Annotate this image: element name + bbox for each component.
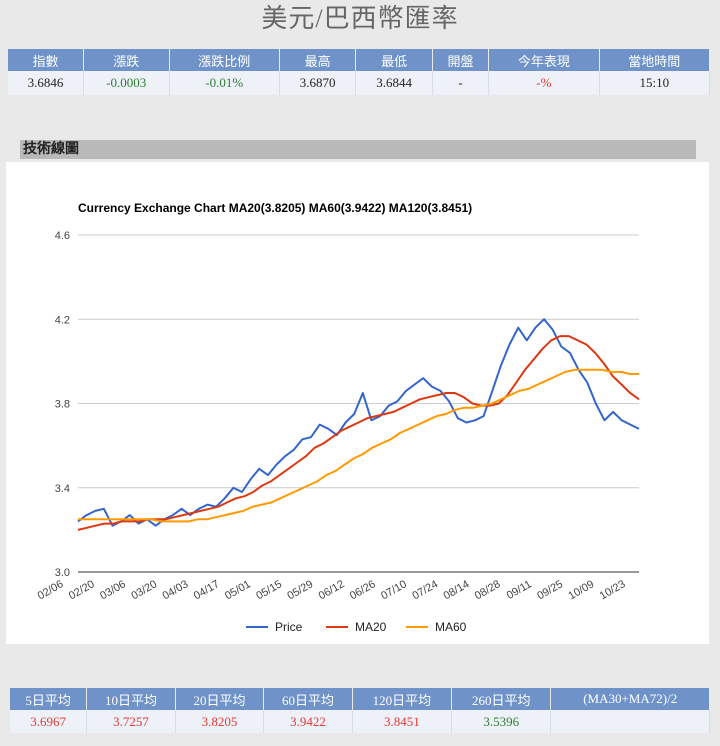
x-tick-label: 08/14: [442, 578, 472, 602]
quote-header: 最低: [355, 49, 433, 71]
ma-header: 10日平均: [86, 688, 176, 710]
quote-ytd-value: -%: [488, 71, 600, 95]
x-tick-label: 07/10: [379, 578, 409, 602]
ma260-value: 3.5396: [451, 710, 552, 733]
series-line-ma20: [77, 335, 640, 531]
x-tick-label: 09/11: [505, 578, 534, 602]
section-title: 技術線圖: [20, 140, 696, 159]
quote-header: 今年表現: [488, 49, 600, 71]
quote-change-pct-value: -0.01%: [169, 71, 280, 95]
x-tick-label: 04/17: [192, 578, 222, 602]
page-title: 美元/巴西幣匯率: [261, 4, 459, 33]
y-tick-label: 3.4: [55, 483, 70, 495]
x-tick-label: 02/06: [36, 578, 66, 602]
x-tick-label: 05/29: [285, 578, 315, 602]
quote-high-value: 3.6870: [279, 71, 357, 95]
quote-header: 漲跌: [83, 49, 170, 71]
ma-header-row: 5日平均 10日平均 20日平均 60日平均 120日平均 260日平均 (MA…: [10, 688, 710, 710]
chart-series-lines: [77, 318, 640, 531]
quote-header: 當地時間: [599, 49, 711, 71]
chart-y-ticks: 4.6 4.2 3.8 3.4 3.0: [55, 230, 70, 579]
moving-average-table: 5日平均 10日平均 20日平均 60日平均 120日平均 260日平均 (MA…: [10, 688, 710, 733]
quote-header: 漲跌比例: [169, 49, 280, 71]
ma120-value: 3.8451: [352, 710, 453, 733]
series-line-ma60: [78, 368, 639, 523]
x-tick-label: 07/24: [410, 578, 440, 602]
x-tick-label: 08/28: [473, 578, 503, 602]
quote-header-row: 指數 漲跌 漲跌比例 最高 最低 開盤 今年表現 當地時間: [8, 49, 711, 71]
ma30-ma72-value: [550, 710, 710, 733]
quote-open-value: -: [432, 71, 490, 95]
quote-value-row: 3.6846 -0.0003 -0.01% 3.6870 3.6844 - -%…: [8, 71, 711, 95]
ma-header: 60日平均: [263, 688, 353, 710]
x-tick-label: 02/20: [67, 578, 97, 602]
chart-title: Currency Exchange Chart MA20(3.8205) MA6…: [78, 201, 472, 215]
quote-header: 開盤: [432, 49, 490, 71]
x-tick-label: 10/23: [598, 578, 628, 602]
ma-header: 20日平均: [175, 688, 265, 710]
x-tick-label: 03/20: [129, 578, 159, 602]
chart-x-ticks: 02/06 02/20 03/06 03/20 04/03 04/17 05/01 05/15…: [36, 578, 628, 602]
x-tick-label: 10/09: [566, 578, 596, 602]
ma10-value: 3.7257: [86, 710, 176, 733]
ma20-value: 3.8205: [175, 710, 265, 733]
quote-low-value: 3.6844: [355, 71, 433, 95]
legend-item-ma20: MA20: [326, 620, 387, 634]
legend-item-ma60: MA60: [406, 620, 467, 634]
y-tick-label: 3.0: [55, 567, 70, 579]
ma60-value: 3.9422: [263, 710, 353, 733]
y-tick-label: 3.8: [55, 399, 70, 411]
ma-header: (MA30+MA72)/2: [550, 688, 710, 710]
chart-panel: Currency Exchange Chart MA20(3.8205) MA6…: [6, 162, 709, 644]
series-line-price: [77, 318, 640, 527]
y-tick-label: 4.6: [55, 230, 70, 242]
quote-table: 指數 漲跌 漲跌比例 最高 最低 開盤 今年表現 當地時間 3.6846 -0.…: [8, 49, 711, 95]
legend-item-price: Price: [246, 620, 303, 634]
y-tick-label: 4.2: [55, 314, 70, 326]
x-tick-label: 04/03: [161, 578, 191, 602]
quote-local-time-value: 15:10: [599, 71, 711, 95]
x-tick-label: 06/26: [348, 578, 378, 602]
x-tick-label: 05/01: [223, 578, 253, 602]
chart-legend: Price MA20 MA60: [246, 620, 467, 634]
quote-index-value: 3.6846: [8, 71, 84, 95]
x-tick-label: 06/12: [317, 578, 347, 602]
ma-header: 120日平均: [352, 688, 453, 710]
x-tick-label: 03/06: [98, 578, 128, 602]
ma-value-row: 3.6967 3.7257 3.8205 3.9422 3.8451 3.539…: [10, 710, 710, 733]
chart-svg: Currency Exchange Chart MA20(3.8205) MA6…: [36, 201, 640, 634]
legend-label: MA60: [435, 620, 467, 634]
legend-label: Price: [275, 620, 303, 634]
ma5-value: 3.6967: [10, 710, 88, 733]
ma-header: 260日平均: [451, 688, 552, 710]
x-tick-label: 05/15: [254, 578, 284, 602]
quote-change-value: -0.0003: [83, 71, 170, 95]
quote-header: 指數: [8, 49, 84, 71]
legend-label: MA20: [355, 620, 387, 634]
quote-header: 最高: [279, 49, 357, 71]
x-tick-label: 09/25: [535, 578, 565, 602]
ma-header: 5日平均: [10, 688, 88, 710]
